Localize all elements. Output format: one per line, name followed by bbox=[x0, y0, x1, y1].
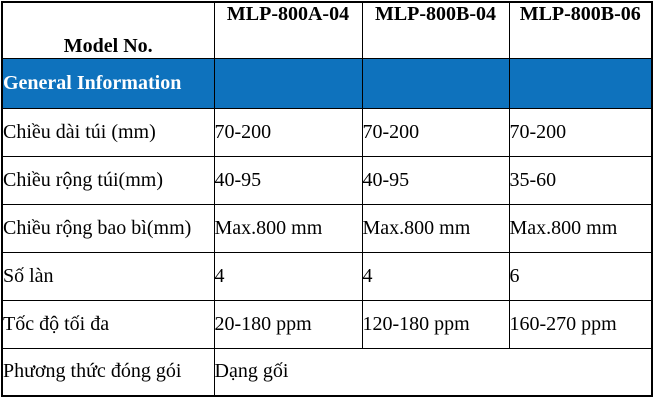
spec-label-cell: Chiều dài túi (mm) bbox=[1, 107, 215, 157]
packing-label-cell: Phương thức đóng gói bbox=[1, 347, 215, 397]
header-row: Model No. MLP-800A-04 MLP-800B-04 MLP-80… bbox=[1, 1, 653, 59]
packing-value-cell: Dạng gối bbox=[213, 347, 653, 397]
spec-value-cell: 20-180 ppm bbox=[213, 299, 363, 349]
spec-row-packing-type: Phương thức đóng gói Dạng gối bbox=[1, 347, 653, 397]
spec-value-cell: Max.800 mm bbox=[508, 203, 653, 253]
spec-label-cell: Chiều rộng bao bì(mm) bbox=[1, 203, 215, 253]
model-column-header-b06: MLP-800B-06 bbox=[508, 1, 653, 59]
spec-row-bag-length: Chiều dài túi (mm) 70-200 70-200 70-200 bbox=[1, 107, 653, 157]
section-row-general-information: General Information bbox=[1, 57, 653, 109]
spec-row-lanes: Số làn 4 4 6 bbox=[1, 251, 653, 301]
spec-value-cell: 4 bbox=[213, 251, 363, 301]
spec-value-cell: Max.800 mm bbox=[213, 203, 363, 253]
spec-value-cell: 35-60 bbox=[508, 155, 653, 205]
spec-label-cell: Chiều rộng túi(mm) bbox=[1, 155, 215, 205]
spec-value-cell: 70-200 bbox=[213, 107, 363, 157]
spec-label-cell: Tốc độ tối đa bbox=[1, 299, 215, 349]
spec-value-cell: Max.800 mm bbox=[361, 203, 510, 253]
model-column-header-b04: MLP-800B-04 bbox=[361, 1, 510, 59]
spec-value-cell: 70-200 bbox=[361, 107, 510, 157]
section-empty-cell bbox=[508, 57, 653, 109]
spec-table: Model No. MLP-800A-04 MLP-800B-04 MLP-80… bbox=[1, 1, 653, 397]
section-title-cell: General Information bbox=[1, 57, 215, 109]
spec-value-cell: 40-95 bbox=[361, 155, 510, 205]
spec-row-max-speed: Tốc độ tối đa 20-180 ppm 120-180 ppm 160… bbox=[1, 299, 653, 349]
spec-value-cell: 160-270 ppm bbox=[508, 299, 653, 349]
spec-label-cell: Số làn bbox=[1, 251, 215, 301]
spec-value-cell: 40-95 bbox=[213, 155, 363, 205]
spec-row-bag-width: Chiều rộng túi(mm) 40-95 40-95 35-60 bbox=[1, 155, 653, 205]
spec-value-cell: 70-200 bbox=[508, 107, 653, 157]
spec-value-cell: 6 bbox=[508, 251, 653, 301]
section-empty-cell bbox=[361, 57, 510, 109]
model-column-header-a04: MLP-800A-04 bbox=[213, 1, 363, 59]
section-empty-cell bbox=[213, 57, 363, 109]
spec-value-cell: 120-180 ppm bbox=[361, 299, 510, 349]
spec-value-cell: 4 bbox=[361, 251, 510, 301]
spec-row-film-width: Chiều rộng bao bì(mm) Max.800 mm Max.800… bbox=[1, 203, 653, 253]
model-no-header-cell: Model No. bbox=[1, 1, 215, 59]
